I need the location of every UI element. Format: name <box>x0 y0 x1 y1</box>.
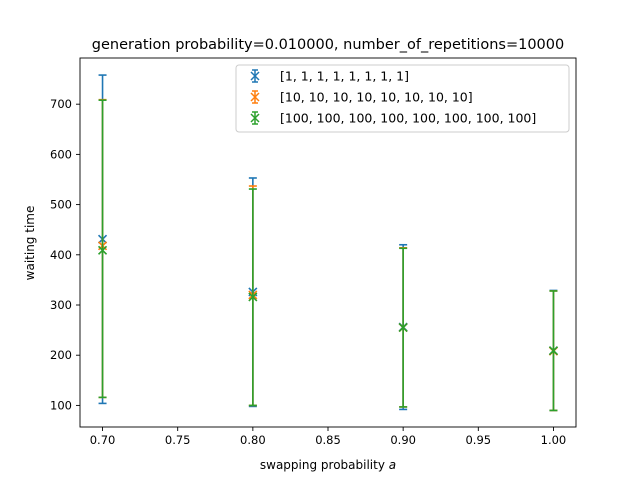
series-3 <box>97 99 559 412</box>
legend-box <box>235 64 570 133</box>
x-tick-label: 0.95 <box>465 433 491 447</box>
x-tick-label: 0.80 <box>240 433 266 447</box>
x-axis-ticks: 0.70 0.75 0.80 0.85 0.90 0.95 1.00 <box>90 427 567 447</box>
x-axis-label-text: swapping probability <box>260 458 385 472</box>
legend-label: [1, 1, 1, 1, 1, 1, 1, 1] <box>280 69 409 84</box>
legend-item: [10, 10, 10, 10, 10, 10, 10, 10] <box>250 90 473 105</box>
legend-label: [100, 100, 100, 100, 100, 100, 100, 100] <box>280 111 536 126</box>
data-point <box>398 323 408 333</box>
series-2 <box>97 98 559 412</box>
y-axis-label: waiting time <box>23 206 37 281</box>
legend: [1, 1, 1, 1, 1, 1, 1, 1] [10, 10, 10, 10,… <box>235 64 570 133</box>
x-tick-label: 0.90 <box>390 433 416 447</box>
legend-item: [100, 100, 100, 100, 100, 100, 100, 100] <box>250 111 536 126</box>
x-tick-label: 0.75 <box>165 433 191 447</box>
y-tick-label: 400 <box>50 248 72 262</box>
legend-label: [10, 10, 10, 10, 10, 10, 10, 10] <box>280 90 473 105</box>
data-point <box>97 245 108 255</box>
x-tick-label: 0.70 <box>90 433 116 447</box>
y-tick-label: 500 <box>50 198 72 212</box>
chart-title: generation probability=0.010000, number_… <box>92 37 564 53</box>
legend-item: [1, 1, 1, 1, 1, 1, 1, 1] <box>250 69 409 84</box>
y-tick-label: 600 <box>50 147 72 161</box>
y-tick-label: 300 <box>50 298 72 312</box>
x-tick-label: 0.85 <box>315 433 341 447</box>
y-tick-label: 700 <box>50 97 72 111</box>
y-tick-label: 200 <box>50 348 72 362</box>
y-axis-ticks: 100 200 300 400 500 600 700 <box>50 97 80 412</box>
data-point <box>248 292 258 302</box>
x-axis-label-variable: a <box>389 458 396 472</box>
x-tick-label: 1.00 <box>541 433 567 447</box>
legend-marker <box>250 71 260 81</box>
x-axis-label: swapping probability a <box>260 458 396 472</box>
legend-marker <box>250 113 260 123</box>
y-tick-label: 100 <box>50 398 72 412</box>
legend-marker <box>250 92 260 102</box>
data-point <box>548 346 559 356</box>
